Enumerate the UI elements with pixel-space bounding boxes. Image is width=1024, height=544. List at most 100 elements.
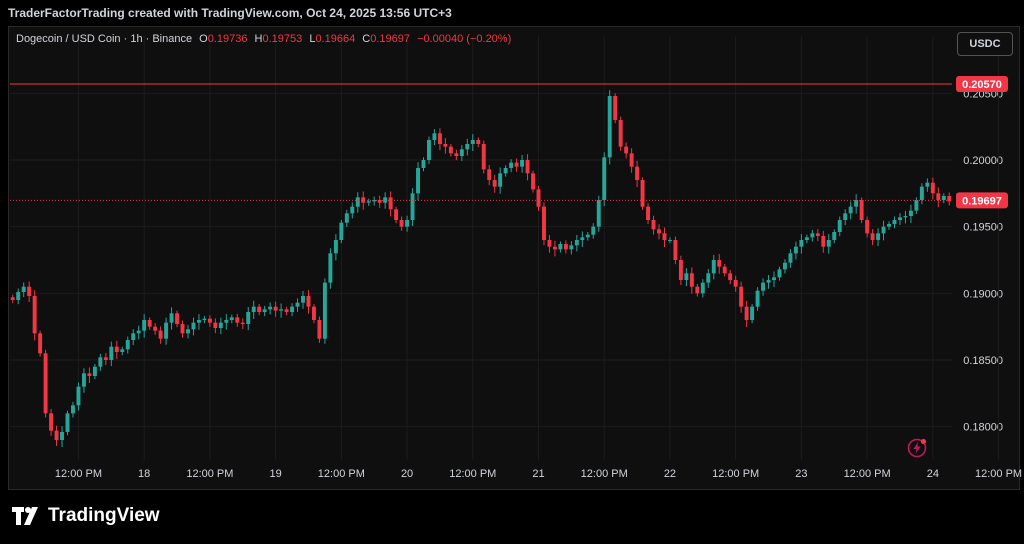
candle-body [295, 302, 300, 307]
candle-body [684, 273, 689, 280]
candle-body [607, 96, 612, 158]
candle-body [432, 133, 437, 140]
candle-body [574, 240, 579, 246]
close-value: 0.19697 [370, 33, 410, 45]
candle-body [60, 432, 65, 440]
candle-body [142, 320, 147, 331]
price-level-label: 0.20570 [962, 79, 1002, 91]
candle-body [109, 346, 114, 360]
candle-body [651, 220, 656, 230]
y-tick-label: 0.19000 [963, 288, 1003, 300]
candle-body [547, 240, 552, 247]
candle-body [700, 282, 705, 294]
candle-body [782, 262, 787, 270]
candle-body [629, 153, 634, 167]
candle-body [131, 333, 136, 340]
open-value: 0.19736 [207, 33, 248, 45]
candle-body [38, 333, 43, 354]
candle-body [465, 144, 470, 150]
x-tick-label: 23 [795, 468, 807, 480]
candle-body [602, 157, 607, 200]
candle-body [591, 226, 596, 235]
x-tick-label: 12:00 PM [186, 468, 233, 480]
chart-pane[interactable] [8, 26, 1020, 490]
candle-body [865, 220, 870, 234]
candle-body [218, 322, 223, 328]
candle-body [443, 144, 448, 147]
candle-body [914, 200, 919, 211]
candle-body [919, 186, 924, 200]
candle-body [213, 322, 218, 328]
candle-body [711, 260, 716, 274]
candle-body [147, 320, 152, 327]
candle-body [136, 330, 141, 334]
candle-body [881, 226, 886, 234]
candle-body [947, 196, 952, 202]
candle-body [317, 320, 322, 339]
candle-body [667, 240, 672, 241]
candle-body [897, 217, 902, 220]
chart-caption: TraderFactorTrading created with Trading… [8, 6, 452, 20]
candle-body [624, 146, 629, 154]
candle-body [339, 222, 344, 240]
candle-body [399, 220, 404, 227]
candle-body [843, 213, 848, 220]
candle-body [613, 96, 618, 120]
candle-body [908, 210, 913, 216]
x-tick-label: 12:00 PM [449, 468, 496, 480]
candle-body [98, 357, 103, 367]
candle-body [739, 286, 744, 307]
change-value: −0.00040 (−0.20%) [417, 33, 512, 45]
candle-body [87, 373, 92, 376]
candle-body [186, 329, 190, 334]
candle-body [49, 413, 54, 431]
ohlc-legend: Dogecoin / USD Coin · 1h · Binance O0.19… [16, 33, 511, 45]
candle-body [416, 168, 420, 194]
currency-button[interactable]: USDC [957, 32, 1013, 56]
candle-body [563, 244, 568, 250]
candle-body [344, 213, 349, 223]
candle-body [27, 286, 32, 296]
candle-body [169, 313, 174, 323]
candle-body [333, 240, 338, 254]
price-level-marker [956, 192, 1008, 209]
y-tick-label: 0.19500 [963, 222, 1003, 234]
candle-body [290, 306, 295, 312]
candle-body [207, 318, 212, 323]
x-tick-label: 22 [664, 468, 676, 480]
candle-body [689, 273, 694, 287]
candle-body [536, 189, 541, 207]
candle-body [678, 260, 683, 280]
candle-body [410, 193, 415, 220]
candle-body [240, 322, 245, 324]
symbol-title[interactable]: Dogecoin / USD Coin · 1h · Binance [16, 33, 193, 45]
candle-body [71, 405, 75, 414]
candle-body [158, 330, 163, 339]
candle-body [585, 234, 590, 238]
candle-body [92, 366, 97, 376]
candle-body [810, 233, 815, 238]
candle-body [903, 216, 908, 218]
candle-body [421, 160, 426, 168]
candle-body [164, 322, 169, 339]
candle-body [892, 220, 897, 224]
candle-body [202, 318, 207, 320]
candle-body [766, 280, 771, 283]
close-label: C [362, 33, 371, 45]
candle-body [837, 220, 842, 232]
candle-body [196, 320, 201, 323]
high-value: 0.19753 [262, 33, 303, 45]
candle-body [153, 326, 158, 331]
candle-body [175, 313, 180, 324]
candle-body [125, 340, 130, 350]
candle-body [361, 197, 366, 203]
candle-body [350, 206, 355, 214]
y-tick-label: 0.20000 [963, 155, 1003, 167]
x-tick-label: 19 [269, 468, 281, 480]
candle-body [569, 245, 574, 250]
candle-body [848, 206, 853, 214]
lightning-icon[interactable] [906, 437, 928, 459]
candle-body [437, 133, 442, 144]
candle-body [180, 324, 185, 334]
